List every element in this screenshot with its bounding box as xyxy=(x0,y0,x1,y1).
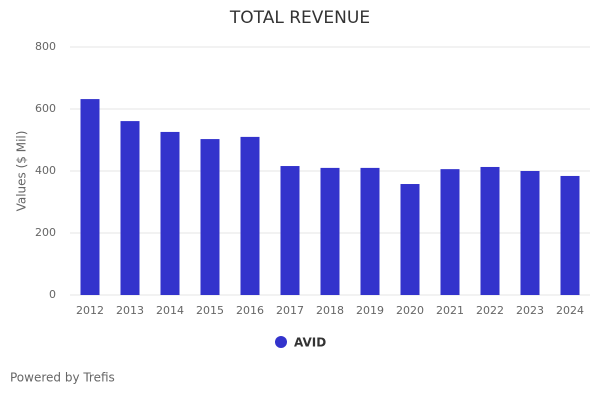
bar xyxy=(400,184,420,295)
x-tick-label: 2013 xyxy=(116,304,144,317)
y-tick-label: 800 xyxy=(35,40,56,53)
bar xyxy=(160,131,180,295)
bar xyxy=(320,167,340,295)
x-tick-label: 2024 xyxy=(556,304,584,317)
x-tick-label: 2018 xyxy=(316,304,344,317)
legend-label: AVID xyxy=(294,336,326,350)
bar xyxy=(480,166,500,295)
bar xyxy=(560,175,580,295)
x-tick-label: 2015 xyxy=(196,304,224,317)
bar xyxy=(120,121,140,295)
bar xyxy=(360,167,380,295)
x-tick-label: 2020 xyxy=(396,304,424,317)
bar xyxy=(80,99,100,295)
chart-title: TOTAL REVENUE xyxy=(229,8,370,28)
bar xyxy=(200,139,220,295)
bar xyxy=(440,169,460,295)
bar xyxy=(520,171,540,295)
y-tick-label: 400 xyxy=(35,164,56,177)
x-tick-label: 2022 xyxy=(476,304,504,317)
y-axis-label: Values ($ Mil) xyxy=(15,131,29,212)
x-tick-label: 2023 xyxy=(516,304,544,317)
bar xyxy=(280,166,300,295)
bar xyxy=(240,136,260,295)
legend-marker xyxy=(275,336,287,348)
x-tick-label: 2021 xyxy=(436,304,464,317)
y-tick-label: 600 xyxy=(35,102,56,115)
x-tick-label: 2017 xyxy=(276,304,304,317)
x-tick-label: 2019 xyxy=(356,304,384,317)
x-tick-label: 2014 xyxy=(156,304,184,317)
x-tick-label: 2012 xyxy=(76,304,104,317)
x-tick-label: 2016 xyxy=(236,304,264,317)
credit: Powered by Trefis xyxy=(10,371,115,385)
y-tick-label: 200 xyxy=(35,226,56,239)
y-tick-label: 0 xyxy=(49,288,56,301)
